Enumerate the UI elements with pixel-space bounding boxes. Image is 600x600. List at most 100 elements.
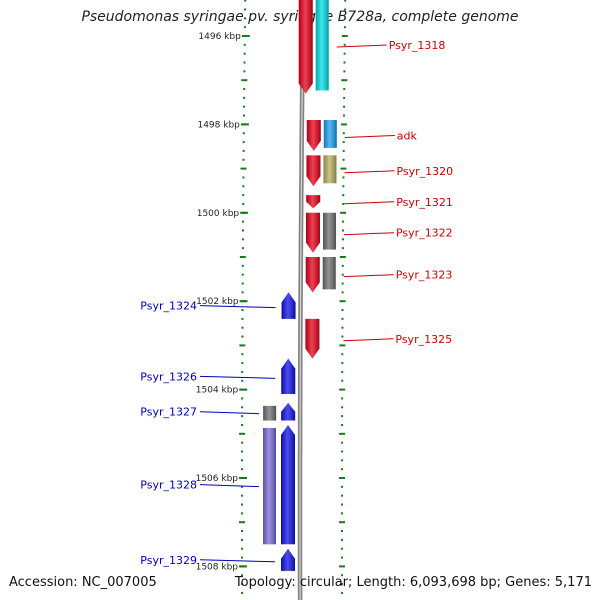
scale-tick (342, 114, 345, 117)
label-line (343, 338, 394, 342)
scale-tick (342, 202, 345, 205)
scale-tick (340, 211, 347, 214)
label-line (344, 201, 395, 205)
scale-tick (241, 415, 244, 418)
scale-label: 1500 kbp (197, 209, 240, 219)
scale-tick (339, 344, 346, 347)
scale-tick (341, 415, 344, 418)
scale-ticks-right (339, 0, 348, 594)
scale-tick (339, 300, 346, 303)
scale-tick (342, 220, 345, 223)
gene-label-forward: Psyr_1325 (395, 333, 452, 346)
scale-tick (241, 353, 244, 356)
scale-tick (341, 423, 344, 426)
scale-major-tick (241, 211, 249, 214)
scale-tick (342, 132, 345, 135)
scale-tick (344, 17, 347, 20)
scale-tick (241, 379, 244, 382)
scale-tick (341, 291, 344, 294)
scale-tick (341, 309, 344, 312)
scale-label: 1502 kbp (196, 297, 239, 307)
gene-label-reverse: Psyr_1328 (140, 479, 197, 492)
scale-tick (344, 0, 347, 2)
scale-tick (341, 362, 344, 365)
scale-tick (241, 370, 244, 373)
scale-tick (243, 61, 246, 64)
gene-label-forward: Psyr_1321 (396, 196, 453, 209)
scale-tick (239, 432, 246, 435)
gene-reverse-Psyr_1324-shade (281, 292, 296, 319)
scale-tick (242, 202, 245, 205)
scale-tick (239, 521, 246, 524)
genome-summary-text: Topology: circular; Length: 6,093,698 bp… (234, 575, 592, 590)
scale-tick (341, 468, 344, 471)
genes (263, 0, 337, 571)
scale-tick (341, 335, 344, 338)
scale-tick (339, 477, 346, 479)
scale-tick (341, 282, 344, 285)
scale-tick (243, 26, 246, 29)
scale-tick (341, 574, 344, 577)
scale-label: 1498 kbp (197, 120, 240, 130)
scale-tick (241, 397, 244, 400)
gene-forward-Psyr_1320-shade (306, 155, 321, 187)
label-line (199, 375, 276, 379)
backbone-highlight (299, 0, 304, 600)
scale-tick (241, 406, 244, 409)
scale-tick (239, 256, 246, 258)
scale-tick (242, 132, 245, 135)
scale-tick (242, 158, 245, 161)
scale-tick (242, 176, 245, 179)
scale-tick (342, 185, 345, 188)
scale-tick (242, 194, 245, 197)
scale-tick (241, 556, 244, 559)
scale-tick (243, 105, 246, 108)
scale-tick (339, 432, 346, 435)
cog-bar-Psyr_1322-shade (322, 212, 336, 250)
scale-tick (241, 326, 244, 329)
label-line (343, 232, 395, 236)
gene-forward-Psyr_1318-shade (298, 0, 313, 94)
gene-forward-Psyr_1323-shade (305, 257, 320, 293)
gene-forward-Psyr_1322-shade (305, 212, 320, 253)
scale-tick (341, 485, 344, 488)
label-line (343, 274, 394, 278)
cog-bar-Psyr_1327-shade (263, 405, 277, 421)
scale-tick (339, 521, 346, 524)
scale-label: 1504 kbp (196, 386, 239, 396)
scale-label: 1508 kbp (196, 562, 239, 572)
gene-label-forward: Psyr_1323 (396, 269, 453, 282)
scale-tick (242, 114, 245, 117)
scale-tick (341, 326, 344, 329)
scale-major-tick (241, 123, 249, 126)
scale-tick (241, 423, 244, 426)
scale-tick (242, 149, 245, 152)
scale-tick (241, 450, 244, 453)
scale-tick (341, 450, 344, 453)
scale-tick (339, 388, 346, 391)
scale-tick (342, 229, 345, 232)
scale-tick (243, 70, 246, 73)
gene-label-reverse: Psyr_1327 (140, 406, 197, 419)
cog-bar-adk-shade (323, 119, 337, 148)
scale-tick (241, 309, 244, 312)
scale-tick (243, 52, 246, 55)
scale-tick (242, 220, 245, 223)
scale-tick (241, 362, 244, 365)
scale-label: 1496 kbp (198, 32, 241, 42)
scale-tick (241, 441, 244, 444)
gene-label-forward: Psyr_1320 (396, 165, 453, 178)
scale-tick (341, 441, 344, 444)
cog-bar-Psyr_1323-shade (322, 257, 336, 290)
scale-tick (239, 344, 246, 347)
scale-tick (341, 538, 344, 541)
scale-label: 1506 kbp (196, 474, 239, 484)
scale-tick (342, 176, 345, 179)
scale-tick (341, 79, 348, 82)
scale-tick (341, 459, 344, 462)
gene-forward-adk-shade (306, 119, 321, 151)
scale-tick (341, 494, 344, 497)
scale-ticks-left (239, 0, 248, 594)
scale-tick (241, 291, 244, 294)
